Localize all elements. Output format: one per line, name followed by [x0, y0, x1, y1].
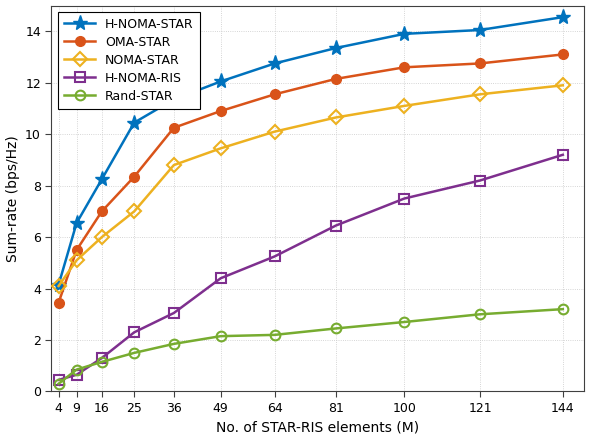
H-NOMA-RIS: [217, 275, 224, 281]
H-NOMA-RIS: [559, 152, 566, 158]
Rand-STAR: [401, 319, 408, 325]
H-NOMA-STAR: [73, 220, 80, 226]
Rand-STAR: [171, 341, 178, 347]
OMA-STAR: [131, 174, 138, 179]
NOMA-STAR: [401, 103, 408, 109]
NOMA-STAR: [55, 283, 62, 289]
NOMA-STAR: [73, 258, 80, 263]
Rand-STAR: [99, 359, 106, 364]
Line: Rand-STAR: Rand-STAR: [54, 304, 568, 389]
NOMA-STAR: [332, 115, 339, 120]
Y-axis label: Sum-rate (bps/Hz): Sum-rate (bps/Hz): [5, 135, 19, 262]
H-NOMA-RIS: [55, 377, 62, 382]
H-NOMA-STAR: [559, 15, 566, 20]
Line: NOMA-STAR: NOMA-STAR: [54, 81, 568, 291]
H-NOMA-RIS: [332, 223, 339, 228]
H-NOMA-STAR: [55, 282, 62, 287]
Line: H-NOMA-RIS: H-NOMA-RIS: [54, 150, 568, 385]
OMA-STAR: [55, 300, 62, 305]
X-axis label: No. of STAR-RIS elements (M): No. of STAR-RIS elements (M): [217, 421, 419, 434]
H-NOMA-STAR: [131, 120, 138, 125]
H-NOMA-STAR: [477, 27, 484, 33]
H-NOMA-RIS: [99, 356, 106, 361]
H-NOMA-RIS: [477, 178, 484, 183]
NOMA-STAR: [217, 146, 224, 151]
Rand-STAR: [559, 307, 566, 312]
H-NOMA-STAR: [271, 61, 278, 66]
Rand-STAR: [73, 367, 80, 372]
OMA-STAR: [401, 65, 408, 70]
OMA-STAR: [73, 247, 80, 253]
H-NOMA-STAR: [171, 97, 178, 102]
NOMA-STAR: [559, 83, 566, 88]
Line: H-NOMA-STAR: H-NOMA-STAR: [51, 10, 571, 292]
Line: OMA-STAR: OMA-STAR: [54, 50, 568, 308]
Rand-STAR: [271, 332, 278, 337]
H-NOMA-STAR: [401, 31, 408, 37]
Rand-STAR: [332, 326, 339, 331]
OMA-STAR: [217, 108, 224, 114]
NOMA-STAR: [271, 129, 278, 134]
Rand-STAR: [477, 312, 484, 317]
OMA-STAR: [477, 61, 484, 66]
H-NOMA-RIS: [401, 196, 408, 201]
Legend: H-NOMA-STAR, OMA-STAR, NOMA-STAR, H-NOMA-RIS, Rand-STAR: H-NOMA-STAR, OMA-STAR, NOMA-STAR, H-NOMA…: [58, 12, 200, 109]
OMA-STAR: [559, 52, 566, 57]
H-NOMA-RIS: [73, 372, 80, 378]
H-NOMA-RIS: [171, 310, 178, 315]
H-NOMA-STAR: [332, 45, 339, 51]
H-NOMA-STAR: [99, 176, 106, 182]
H-NOMA-RIS: [131, 330, 138, 335]
NOMA-STAR: [99, 235, 106, 240]
Rand-STAR: [217, 334, 224, 339]
Rand-STAR: [55, 381, 62, 386]
NOMA-STAR: [171, 162, 178, 168]
H-NOMA-RIS: [271, 254, 278, 259]
OMA-STAR: [271, 92, 278, 97]
OMA-STAR: [99, 209, 106, 214]
OMA-STAR: [332, 76, 339, 81]
Rand-STAR: [131, 350, 138, 356]
OMA-STAR: [171, 125, 178, 130]
NOMA-STAR: [477, 92, 484, 97]
NOMA-STAR: [131, 209, 138, 214]
H-NOMA-STAR: [217, 79, 224, 84]
